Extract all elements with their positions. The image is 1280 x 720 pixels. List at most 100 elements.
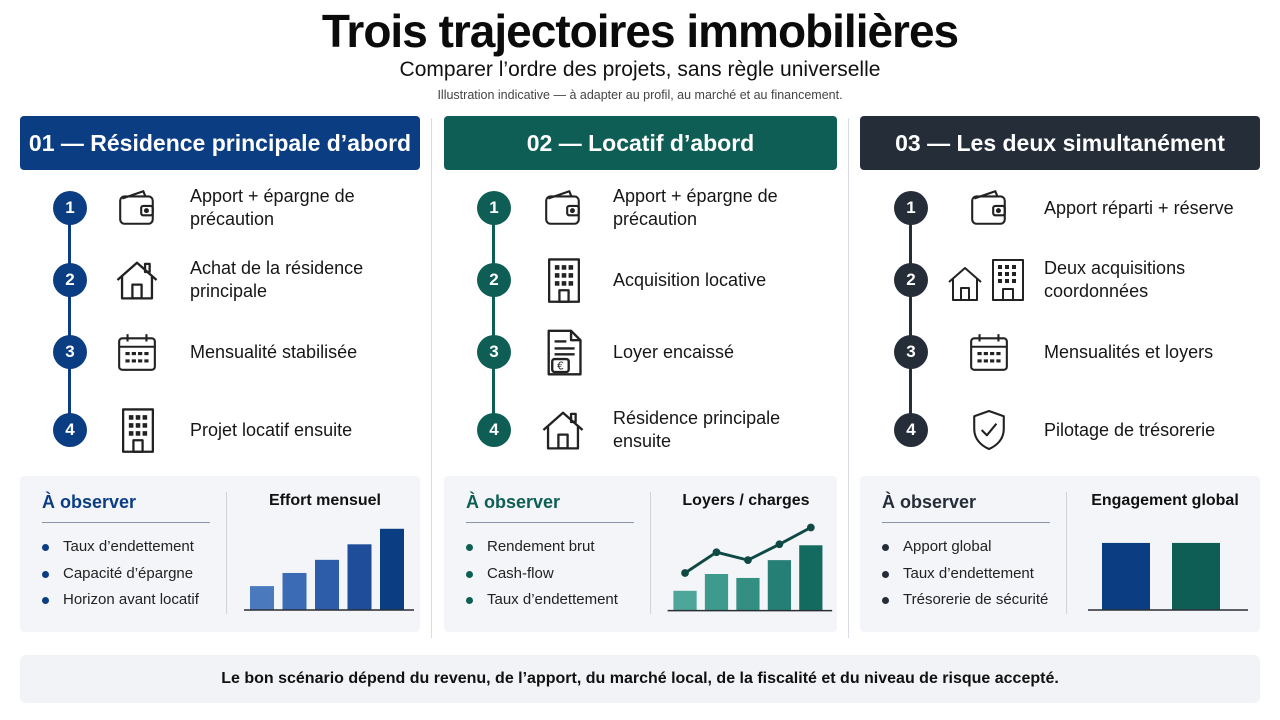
step-number: 1 xyxy=(53,191,87,225)
list-item: Horizon avant locatif xyxy=(42,587,199,614)
wallet-icon xyxy=(968,178,1010,238)
chart-point xyxy=(775,540,784,549)
rent-document-icon: € xyxy=(544,322,584,382)
step-text: Acquisition locative xyxy=(613,269,767,290)
wallet-icon xyxy=(116,178,158,238)
step: 4 Résidence principale ensuite xyxy=(444,400,844,460)
column-banner: 03 — Les deux simultanément xyxy=(860,116,1260,170)
step-number: 4 xyxy=(894,413,928,447)
chart-trend-line xyxy=(684,526,812,575)
step: 1 Apport + épargne de précaution xyxy=(20,178,420,238)
step-text: Apport + épargne de précaution xyxy=(190,186,355,229)
list-item: Taux d’endettement xyxy=(466,587,618,614)
step-number: 3 xyxy=(53,335,87,369)
observe-underline xyxy=(466,522,634,523)
observe-list: Taux d’endettement Capacité d’épargne Ho… xyxy=(42,534,199,614)
list-item: Apport global xyxy=(882,534,1048,561)
step-number: 3 xyxy=(894,335,928,369)
chart-bar xyxy=(673,590,697,611)
step-number: 4 xyxy=(53,413,87,447)
chart-bar xyxy=(704,573,729,611)
house-and-building-icon xyxy=(947,250,1029,310)
timeline-line xyxy=(68,210,71,430)
wallet-icon xyxy=(542,178,584,238)
effort-chart xyxy=(244,528,414,611)
building-icon xyxy=(118,400,158,460)
list-item: Capacité d’épargne xyxy=(42,561,199,588)
step-text: Loyer encaissé xyxy=(613,341,735,362)
observe-panel: À observer Rendement brut Cash-flow Taux… xyxy=(444,476,837,632)
chart-bar xyxy=(315,559,339,610)
title: Trois trajectoires immobilières xyxy=(321,5,959,57)
chart-point xyxy=(744,556,752,565)
observe-heading: À observer xyxy=(42,492,137,512)
house-icon xyxy=(540,400,586,460)
step-number: 3 xyxy=(477,335,511,369)
step-number: 1 xyxy=(477,191,511,225)
chart-bar xyxy=(736,577,760,611)
chart-bar xyxy=(767,560,791,611)
observe-list: Apport global Taux d’endettement Trésore… xyxy=(882,534,1048,614)
step: 2 Acquisition locative xyxy=(444,250,844,310)
step-number: 4 xyxy=(477,413,511,447)
subtitle: Comparer l’ordre des projets, sans règle… xyxy=(399,58,881,81)
chart-bar xyxy=(1102,542,1150,610)
column-simultaneous: 03 — Les deux simultanément 1 Apport rép… xyxy=(860,116,1260,636)
chart-title: Loyers / charges xyxy=(682,492,810,509)
step: 1 Apport réparti + réserve xyxy=(860,178,1260,238)
chart-title: Engagement global xyxy=(1091,492,1239,509)
observe-underline xyxy=(42,522,210,523)
observe-panel: À observer Taux d’endettement Capacité d… xyxy=(20,476,420,632)
step-text: Mensualités et loyers xyxy=(1044,341,1214,362)
step: 1 Apport + épargne de précaution xyxy=(444,178,844,238)
shield-check-icon xyxy=(970,400,1008,460)
column-rental-first: 02 — Locatif d’abord 1 Apport + épargne … xyxy=(444,116,837,636)
chart-bar xyxy=(799,545,823,611)
panel-divider xyxy=(650,492,651,614)
step: 3 Mensualités et loyers xyxy=(860,322,1260,382)
engagement-chart xyxy=(1088,542,1248,611)
chart-title: Effort mensuel xyxy=(268,492,381,509)
step: 4 Projet locatif ensuite xyxy=(20,400,420,460)
footer-note: Le bon scénario dépend du revenu, de l’a… xyxy=(20,655,1260,703)
step: 2 Deux acquisitions coordonnées xyxy=(860,250,1260,310)
timeline-line xyxy=(492,210,495,430)
calendar-icon xyxy=(116,322,158,382)
step-text: Projet locatif ensuite xyxy=(190,419,353,440)
rent-charges-chart xyxy=(667,523,833,612)
chart-point xyxy=(806,523,815,532)
timeline-line xyxy=(909,210,912,430)
list-item: Trésorerie de sécurité xyxy=(882,587,1048,614)
calendar-icon xyxy=(968,322,1010,382)
chart-bar xyxy=(282,572,307,610)
panel-divider xyxy=(1066,492,1067,614)
step-number: 2 xyxy=(53,263,87,297)
step-list: 1 Apport réparti + réserve 2 Deux acquis… xyxy=(860,170,1260,470)
step: 3 € Loyer encaissé xyxy=(444,322,844,382)
step-number: 2 xyxy=(894,263,928,297)
chart-bar xyxy=(347,544,372,610)
chart-point xyxy=(681,569,689,577)
column-banner: 01 — Résidence principale d’abord xyxy=(20,116,420,170)
step-text: Pilotage de trésorerie xyxy=(1044,419,1216,440)
column-separator xyxy=(848,118,849,638)
step-text: Apport réparti + réserve xyxy=(1044,197,1234,218)
chart-bar xyxy=(1172,542,1220,610)
step-list: 1 Apport + épargne de précaution 2 Achat… xyxy=(20,170,420,470)
step-text: Achat de la résidence principale xyxy=(190,258,364,301)
step-text: Résidence principale ensuite xyxy=(613,408,781,451)
step: 3 Mensualité stabilisée xyxy=(20,322,420,382)
step-list: 1 Apport + épargne de précaution 2 Acqui… xyxy=(444,170,844,470)
step-number: 1 xyxy=(894,191,928,225)
chart-bar xyxy=(380,528,404,610)
step-text: Apport + épargne de précaution xyxy=(613,186,778,229)
panel-divider xyxy=(226,492,227,614)
house-icon xyxy=(114,250,160,310)
column-separator xyxy=(431,118,432,638)
column-banner: 02 — Locatif d’abord xyxy=(444,116,837,170)
step-text: Deux acquisitions coordonnées xyxy=(1044,258,1186,301)
observe-underline xyxy=(882,522,1050,523)
list-item: Cash-flow xyxy=(466,561,618,588)
observe-panel: À observer Apport global Taux d’endettem… xyxy=(860,476,1260,632)
observe-heading: À observer xyxy=(466,492,561,512)
